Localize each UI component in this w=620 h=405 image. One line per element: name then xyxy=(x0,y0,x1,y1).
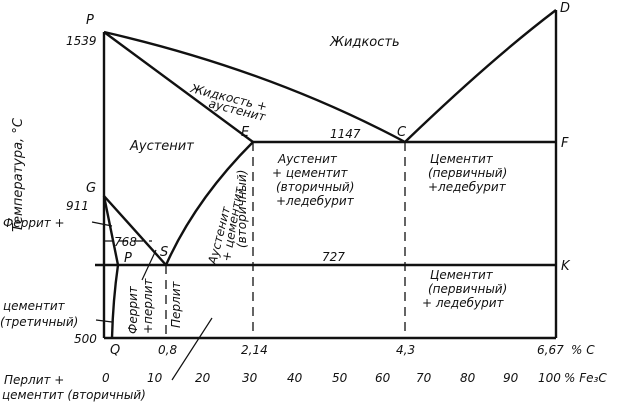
y-axis-label: Температура, °С xyxy=(11,117,26,232)
leader-pearlite xyxy=(141,249,157,281)
leader-ferrite xyxy=(91,221,113,227)
fe3c-tick-20: 20 xyxy=(195,371,211,385)
carbon-axis: 0,8 2,14 4,3 6,67 % C xyxy=(158,343,595,357)
fe3c-tick-10: 10 xyxy=(147,371,163,385)
es-line xyxy=(164,141,254,266)
fe3c-tick-100: 100 xyxy=(538,371,561,385)
region-ferrite-pearlite-2: +перлит xyxy=(141,278,155,334)
c-tick-4-3: 4,3 xyxy=(396,343,415,357)
fe3c-tick-90: 90 xyxy=(503,371,519,385)
region-ferrite-pearlite-1: Феррит xyxy=(126,285,140,334)
fe3c-tick-60: 60 xyxy=(375,371,391,385)
c-tick-6-67: 6,67 xyxy=(537,343,564,357)
temp-1539: 1539 xyxy=(66,34,97,48)
region-ferrite-plus: Феррит + xyxy=(3,216,65,230)
c-tick-0-8: 0,8 xyxy=(158,343,177,357)
fe3c-tick-0: 0 xyxy=(102,371,110,385)
liquidus-pc-line xyxy=(103,30,406,144)
c-tick-2-14: 2,14 xyxy=(241,343,268,357)
region-pearl-cem-2: цементит (вторичный) xyxy=(2,388,146,402)
region-cem-led-upper-2: (первичный) xyxy=(428,166,507,180)
point-q: Q xyxy=(110,343,120,358)
region-cem-led-lower-3: + ледебурит xyxy=(422,296,505,310)
region-cementite-tert-2: (третичный) xyxy=(0,315,78,329)
point-f: F xyxy=(561,136,569,151)
fe3c-tick-50: 50 xyxy=(332,371,348,385)
region-aust-cem-vert-3: (вторичный) xyxy=(235,170,249,248)
point-p-low: P xyxy=(124,251,132,266)
region-ledeb-1: Аустенит xyxy=(277,152,338,166)
region-ledeb-2: + цементит xyxy=(272,166,348,180)
region-ledeb-3: (вторичный) xyxy=(276,180,354,194)
fe3c-tick-30: 30 xyxy=(242,371,258,385)
point-c: C xyxy=(397,125,407,140)
gp-line xyxy=(102,195,120,266)
fe3c-tick-80: 80 xyxy=(460,371,476,385)
region-austenite: Аустенит xyxy=(129,139,194,154)
region-cem-led-lower-2: (первичный) xyxy=(428,282,507,296)
point-e: E xyxy=(241,125,250,140)
liquidus-cd-line xyxy=(404,9,557,143)
fe3c-axis: 0 10 20 30 40 50 60 70 80 90 100 % Fe₃C xyxy=(102,371,607,385)
region-cementite-tert-1: цементит xyxy=(3,299,66,313)
gs-line xyxy=(103,195,167,266)
temp-500: 500 xyxy=(74,332,97,346)
region-cem-led-lower-1: Цементит xyxy=(430,268,494,282)
temp-1147: 1147 xyxy=(330,127,361,141)
fe3c-tick-40: 40 xyxy=(287,371,303,385)
region-pearlite: Перлит xyxy=(169,281,183,328)
region-pearl-cem-1: Перлит + xyxy=(4,373,64,387)
region-ledeb-4: +ледебурит xyxy=(276,194,355,208)
point-s: S xyxy=(160,245,168,260)
point-p-top: P xyxy=(86,13,94,28)
fe3c-tick-70: 70 xyxy=(416,371,432,385)
temp-727: 727 xyxy=(322,250,345,264)
point-k: K xyxy=(561,259,571,274)
point-g: G xyxy=(86,181,96,196)
region-cem-led-upper-3: +ледебурит xyxy=(428,180,507,194)
temp-911: 911 xyxy=(66,199,89,213)
region-cem-led-upper-1: Цементит xyxy=(430,152,494,166)
temp-768: 768 xyxy=(114,235,137,249)
point-d: D xyxy=(560,1,570,16)
pq-line xyxy=(110,264,120,339)
region-liquid: Жидкость xyxy=(329,35,400,50)
solidus-pe-line xyxy=(103,31,254,143)
leader-pearlite-cem xyxy=(171,317,213,381)
c-axis-unit: % C xyxy=(571,343,595,357)
fe3c-axis-unit: % Fe₃C xyxy=(564,371,607,385)
leader-cementite-tert xyxy=(95,319,113,323)
